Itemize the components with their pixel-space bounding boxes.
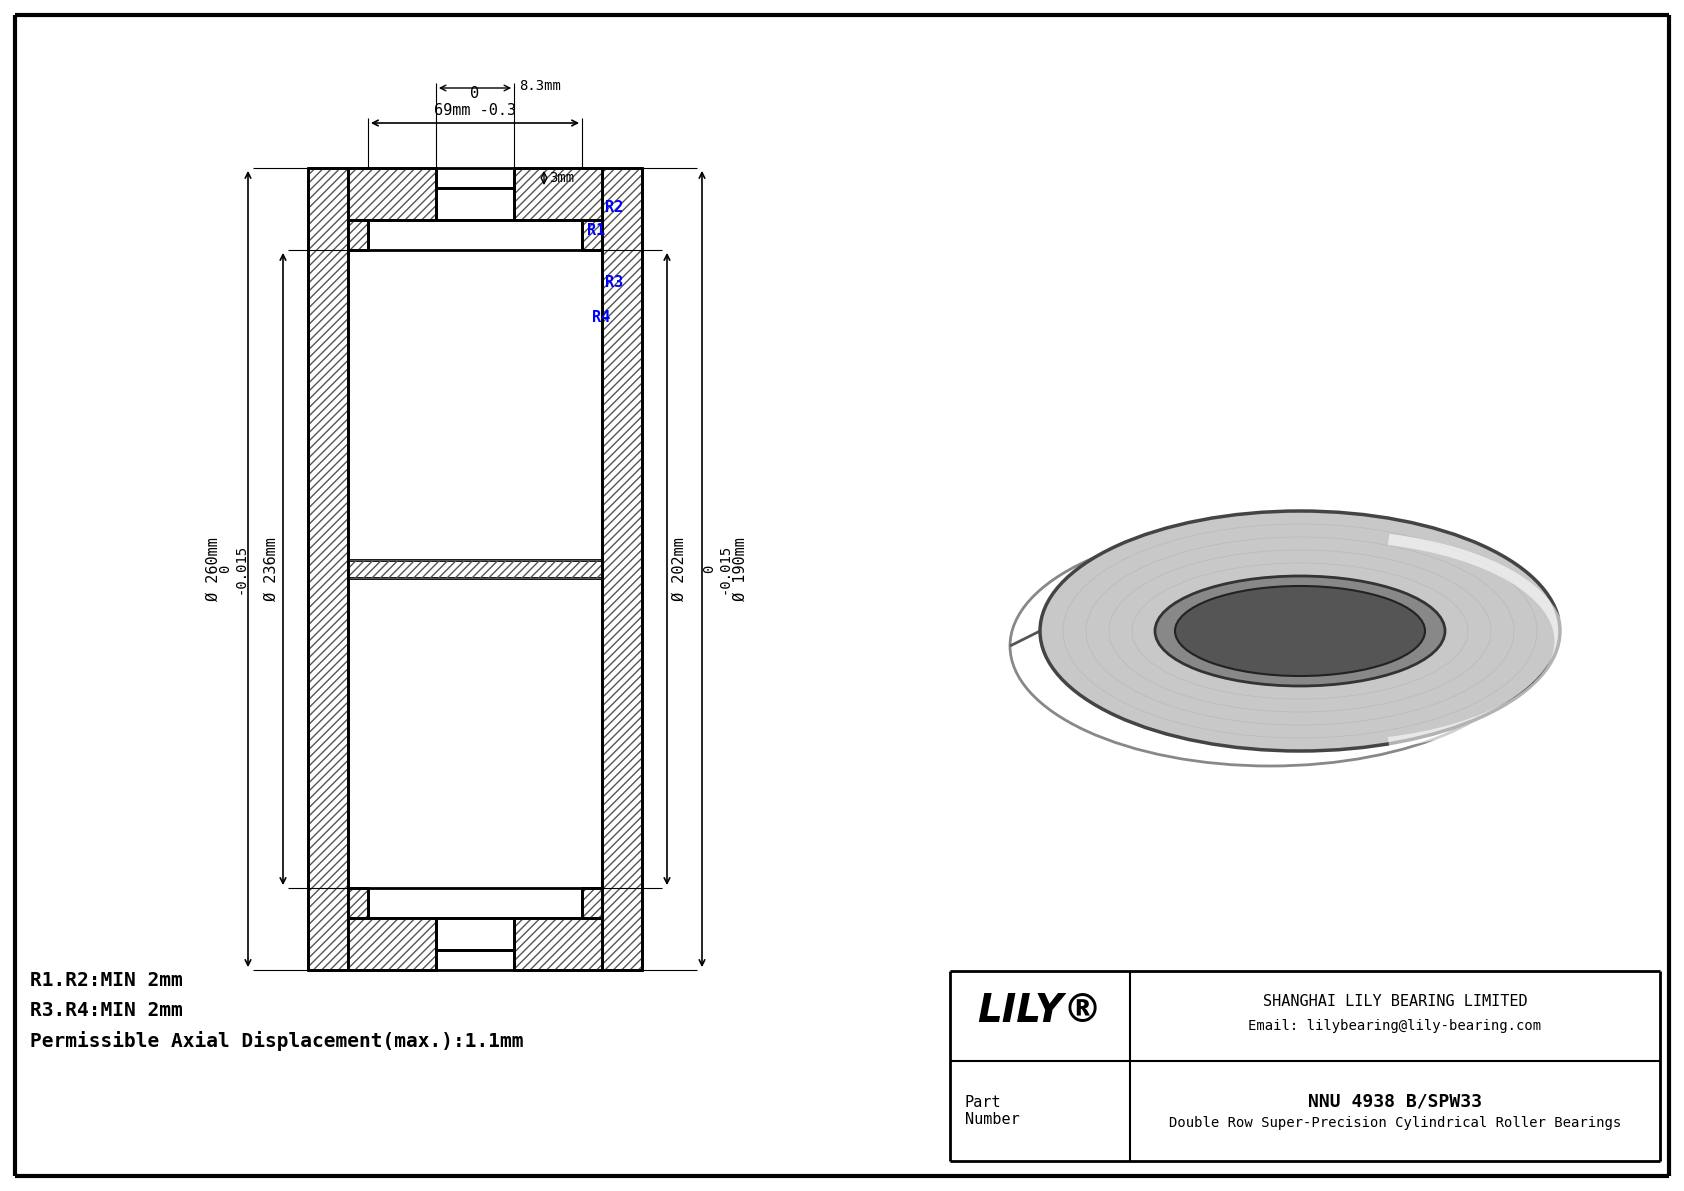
Text: Email: lilybearing@lily-bearing.com: Email: lilybearing@lily-bearing.com [1248, 1019, 1541, 1033]
Text: R3.R4:MIN 2mm: R3.R4:MIN 2mm [30, 1000, 184, 1019]
Ellipse shape [1041, 511, 1559, 752]
Text: SHANGHAI LILY BEARING LIMITED: SHANGHAI LILY BEARING LIMITED [1263, 993, 1527, 1009]
Text: R4: R4 [593, 310, 610, 325]
Text: Part
Number: Part Number [965, 1095, 1021, 1127]
Polygon shape [349, 168, 436, 220]
Text: 0
-0.015: 0 -0.015 [702, 544, 733, 594]
Polygon shape [436, 188, 514, 220]
Text: 0
-0.015: 0 -0.015 [217, 544, 248, 594]
Polygon shape [349, 888, 369, 918]
Text: R3: R3 [605, 275, 623, 289]
Text: Double Row Super-Precision Cylindrical Roller Bearings: Double Row Super-Precision Cylindrical R… [1169, 1116, 1622, 1130]
Text: Ø 202mm: Ø 202mm [672, 537, 687, 601]
Text: 0
69mm -0.3: 0 69mm -0.3 [434, 86, 515, 118]
Text: R1: R1 [588, 223, 605, 238]
Polygon shape [349, 918, 436, 969]
Polygon shape [514, 168, 601, 220]
Text: NNU 4938 B/SPW33: NNU 4938 B/SPW33 [1308, 1092, 1482, 1110]
Polygon shape [349, 220, 369, 250]
Polygon shape [349, 560, 601, 578]
Polygon shape [601, 168, 642, 969]
Text: Ø 236mm: Ø 236mm [263, 537, 278, 601]
Text: R1.R2:MIN 2mm: R1.R2:MIN 2mm [30, 971, 184, 990]
Polygon shape [308, 168, 349, 969]
Polygon shape [583, 220, 601, 250]
Text: Ø 260mm: Ø 260mm [205, 537, 221, 601]
Ellipse shape [1155, 576, 1445, 686]
Text: LILY®: LILY® [977, 992, 1103, 1030]
Text: 3mm: 3mm [549, 172, 574, 185]
Polygon shape [514, 918, 601, 969]
Polygon shape [436, 918, 514, 950]
Text: R2: R2 [605, 200, 623, 216]
Text: 8.3mm: 8.3mm [519, 79, 561, 93]
Ellipse shape [1175, 586, 1425, 676]
Text: Ø 190mm: Ø 190mm [733, 537, 748, 601]
Polygon shape [583, 888, 601, 918]
Text: Permissible Axial Displacement(max.):1.1mm: Permissible Axial Displacement(max.):1.1… [30, 1031, 524, 1050]
